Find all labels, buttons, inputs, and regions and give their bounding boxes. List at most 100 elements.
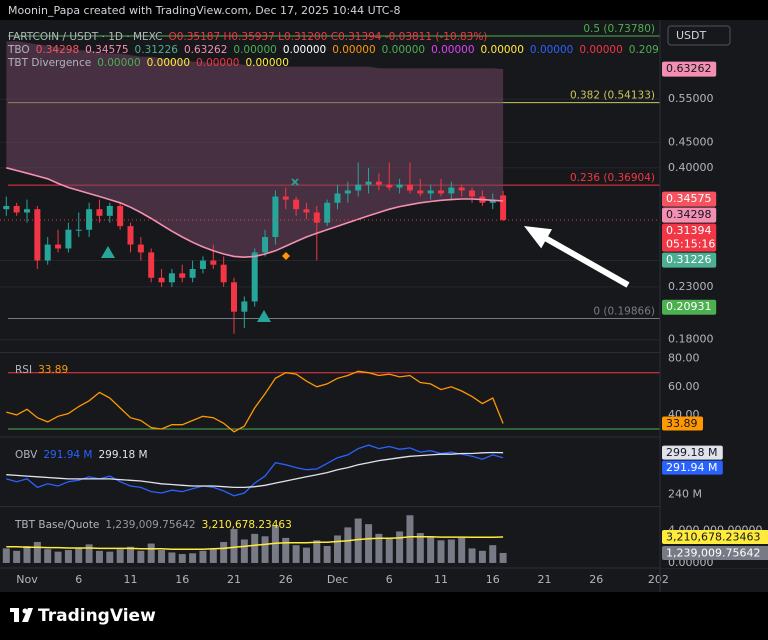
bar	[323, 545, 331, 563]
level-label: 0 (0.19866)	[593, 305, 655, 317]
bar	[251, 533, 259, 563]
level-label: 0.236 (0.36904)	[570, 172, 655, 184]
legend-item: 0.34575	[85, 44, 128, 56]
bar	[199, 550, 207, 563]
x-tick-label: 6	[386, 573, 393, 586]
x-tick-label: 11	[124, 573, 138, 586]
legend-row: TBT Base/Quote 1,239,009.75642 3,210,678.2…	[14, 519, 292, 531]
x-tick-label: 202	[648, 573, 669, 586]
y-tick-label: 0.55000	[668, 92, 714, 105]
bar	[375, 533, 383, 563]
diamond-signal	[282, 252, 290, 260]
bar	[168, 552, 176, 563]
x-tick-label: 26	[589, 573, 603, 586]
x-tick-label: Nov	[16, 573, 38, 586]
series-line	[6, 444, 504, 497]
bar	[33, 541, 41, 563]
x-tick-label: 21	[538, 573, 552, 586]
candle-body	[199, 260, 206, 269]
bar	[75, 547, 83, 563]
legend-item: TBT Base/Quote	[14, 519, 99, 531]
candle-body	[137, 244, 144, 253]
candle-body	[13, 205, 20, 213]
x-tick-label: 16	[175, 573, 189, 586]
bar	[489, 545, 497, 563]
buy-signal	[101, 246, 115, 258]
bar	[468, 548, 476, 563]
candle-body	[86, 209, 93, 230]
legend-row: FARTCOIN / USDT · 1D · MEXC O0.35187 H0.3…	[8, 31, 487, 43]
price-tag-label: 0.34298	[666, 208, 712, 221]
candle-body	[55, 244, 62, 249]
candle-body	[65, 229, 72, 249]
candle-body	[148, 252, 155, 278]
bar	[385, 538, 393, 563]
currency-label: USDT	[676, 29, 707, 42]
price-tag	[662, 299, 717, 315]
candle-body	[469, 190, 476, 197]
legend-item: 299.18 M	[98, 449, 147, 461]
candle-body	[386, 184, 393, 188]
legend-item: FARTCOIN / USDT · 1D · MEXC	[8, 31, 162, 43]
legend-item: 0.00000	[481, 44, 524, 56]
bar	[158, 550, 166, 563]
bar	[106, 551, 114, 563]
candle-body	[344, 190, 351, 194]
logo-icon	[14, 608, 19, 622]
legend-item: 0.34298	[36, 44, 79, 56]
y-tick-label: 0.45000	[668, 135, 714, 148]
bar	[499, 552, 507, 563]
bar	[427, 536, 435, 563]
candle-body	[127, 226, 134, 245]
level-label: 0.382 (0.54133)	[570, 90, 655, 102]
plot-layer	[0, 35, 768, 569]
legend-item: 0.00000	[147, 57, 190, 69]
bar	[23, 545, 31, 563]
candle-body	[3, 205, 10, 210]
bar	[95, 550, 103, 563]
cloud-band	[6, 41, 504, 258]
legend-item: 0.00000	[382, 44, 425, 56]
logo-text: TradingView	[38, 606, 156, 626]
legend-item: OBV	[15, 449, 38, 461]
bar	[137, 550, 145, 563]
bar	[302, 547, 310, 563]
price-tag	[662, 191, 717, 207]
candle-body	[489, 199, 496, 203]
price-tag-label: 0.63262	[666, 62, 712, 75]
bar	[13, 550, 21, 563]
candle-body	[334, 193, 341, 203]
x-tick-label: 21	[227, 573, 241, 586]
attribution: Moonin_Papa created with TradingView.com…	[8, 4, 400, 17]
y-tick-label: 0.23000	[668, 280, 714, 293]
bar	[64, 550, 72, 563]
currency-box	[667, 25, 731, 46]
price-tag	[662, 445, 723, 460]
bar	[116, 549, 124, 563]
candle-body	[179, 273, 186, 278]
candle-body	[251, 252, 258, 302]
bar	[416, 533, 424, 563]
candle-body	[427, 190, 434, 194]
bar	[406, 515, 414, 563]
bar	[189, 553, 197, 563]
candle-body	[282, 196, 289, 200]
logo-icon	[22, 608, 33, 622]
bar	[458, 537, 466, 563]
series-line	[6, 370, 504, 433]
x-tick-label: 11	[434, 573, 448, 586]
x-tick-label: 6	[75, 573, 82, 586]
candle-body	[75, 229, 82, 231]
annotation-arrow	[524, 226, 630, 288]
price-tag-label: 291.94 M	[666, 461, 717, 474]
legend-item: RSI	[15, 364, 32, 376]
price-tag	[662, 252, 717, 268]
candle-body	[396, 184, 403, 188]
price-tag-label: 0.31394	[666, 224, 712, 237]
candle-body	[313, 212, 320, 223]
legend-item: 0.00000	[579, 44, 622, 56]
bar	[292, 545, 300, 563]
series-line	[6, 451, 504, 489]
y-tick-label: 0.40000	[668, 161, 714, 174]
